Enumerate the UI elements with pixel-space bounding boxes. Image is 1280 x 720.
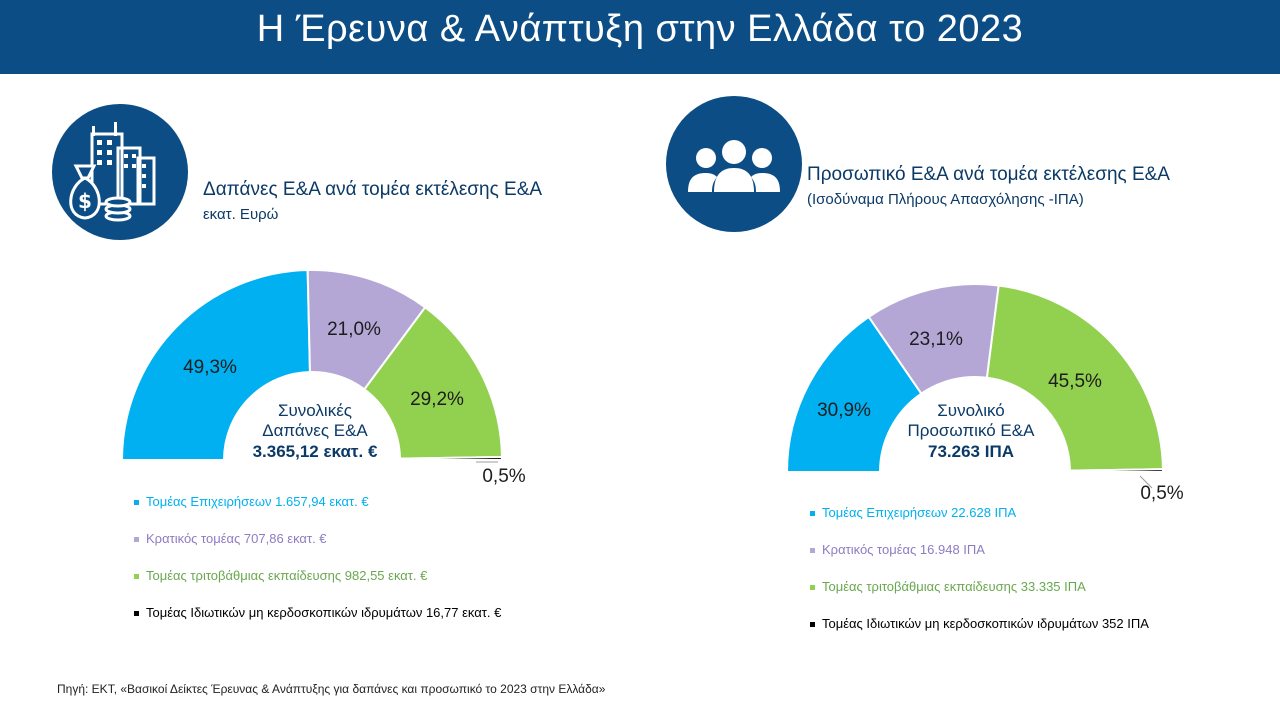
- source-note: Πηγή: ΕΚΤ, «Βασικοί Δείκτες Έρευνας & Αν…: [57, 682, 606, 696]
- legend-marker: [810, 585, 815, 590]
- segment-government-percent-label: 21,0%: [327, 319, 381, 340]
- legend-item-government: Κρατικός τομέας 707,86 εκατ. €: [134, 529, 501, 549]
- legend-item-higher-education: Τομέας τριτοβάθμιας εκπαίδευσης 982,55 ε…: [134, 566, 501, 586]
- chart-title: Δαπάνες Ε&Α ανά τομέα εκτέλεσης Ε&Α: [203, 179, 543, 200]
- header-bar: Η Έρευνα & Ανάπτυξη στην Ελλάδα το 2023: [0, 0, 1280, 74]
- legend-label: Κρατικός τομέας 707,86 εκατ. €: [146, 531, 327, 546]
- segment-business: [120, 269, 312, 461]
- expenditure-legend: Τομέας Επιχειρήσεων 1.657,94 εκατ. € Κρα…: [134, 492, 501, 640]
- expenditure-semi-donut-chart: 49,3% 21,0% 29,2% 0,5% Συνολικές Δαπάνες Ε&…: [120, 269, 526, 487]
- chart-title: Προσωπικό Ε&Α ανά τομέα εκτέλεσης Ε&Α: [807, 164, 1170, 185]
- segment-private-nonprofit: [398, 456, 504, 461]
- center-label-line2: Δαπάνες Ε&Α: [262, 421, 368, 440]
- legend-item-higher-education: Τομέας τριτοβάθμιας εκπαίδευσης 33.335 Ι…: [810, 577, 1149, 597]
- segment-government-percent-label: 23,1%: [909, 329, 963, 350]
- chart-subtitle: (Ισοδύναμα Πλήρους Απασχόλησης -ΙΠΑ): [807, 191, 1084, 208]
- segment-business-percent-label: 30,9%: [817, 400, 871, 421]
- personnel-legend: Τομέας Επιχειρήσεων 22.628 ΙΠΑ Κρατικός …: [810, 503, 1149, 651]
- legend-label: Τομέας τριτοβάθμιας εκπαίδευσης 982,55 ε…: [146, 568, 428, 583]
- money-bag-buildings-icon: $: [52, 104, 188, 240]
- legend-item-government: Κρατικός τομέας 16.948 ΙΠΑ: [810, 540, 1149, 560]
- personnel-semi-donut-chart: 30,9% 23,1% 45,5% 0,5% Συνολικό Προσωπικό Ε…: [785, 283, 1184, 504]
- label-leader-line: [1139, 475, 1153, 489]
- legend-label: Τομέας Ιδιωτικών μη κερδοσκοπικών ιδρυμά…: [146, 605, 502, 620]
- center-label-line2: Προσωπικό Ε&Α: [908, 421, 1036, 440]
- svg-text:$: $: [78, 189, 92, 213]
- legend-item-business: Τομέας Επιχειρήσεων 1.657,94 εκατ. €: [134, 492, 501, 512]
- people-group-icon: [666, 96, 802, 232]
- page-title: Η Έρευνα & Ανάπτυξη στην Ελλάδα το 2023: [256, 8, 1024, 50]
- segment-higher-education: [363, 305, 503, 460]
- legend-marker: [134, 611, 139, 616]
- legend-label: Τομέας Επιχειρήσεων 1.657,94 εκατ. €: [146, 494, 369, 509]
- center-label-line1: Συνολικές: [278, 401, 352, 420]
- segment-private-nonprofit: [1068, 468, 1165, 473]
- center-total-value: 73.263 ΙΠΑ: [928, 442, 1014, 461]
- segment-private-nonprofit-percent-label: 0,5%: [1140, 483, 1183, 504]
- legend-marker: [810, 548, 815, 553]
- expenditure-panel: $ Δαπάνες Ε&Α ανά τομέα εκτέλεσης Ε&Α εκ…: [52, 104, 543, 640]
- segment-higher-education: [985, 284, 1164, 472]
- legend-marker: [810, 622, 815, 627]
- personnel-panel: Προσωπικό Ε&Α ανά τομέα εκτέλεσης Ε&Α (Ι…: [640, 0, 1280, 720]
- legend-marker: [134, 500, 139, 505]
- legend-label: Τομέας Επιχειρήσεων 22.628 ΙΠΑ: [822, 505, 1017, 520]
- segment-business-percent-label: 49,3%: [183, 357, 237, 378]
- legend-marker: [810, 511, 815, 516]
- legend-marker: [134, 537, 139, 542]
- legend-label: Τομέας Ιδιωτικών μη κερδοσκοπικών ιδρυμά…: [822, 616, 1149, 631]
- legend-label: Τομέας τριτοβάθμιας εκπαίδευσης 33.335 Ι…: [822, 579, 1086, 594]
- segment-higher-education-percent-label: 45,5%: [1048, 371, 1102, 392]
- legend-marker: [134, 574, 139, 579]
- legend-item-business: Τομέας Επιχειρήσεων 22.628 ΙΠΑ: [810, 503, 1149, 523]
- center-label-line1: Συνολικό: [937, 401, 1004, 420]
- legend-item-private-nonprofit: Τομέας Ιδιωτικών μη κερδοσκοπικών ιδρυμά…: [810, 614, 1149, 634]
- chart-subtitle: εκατ. Ευρώ: [203, 206, 279, 223]
- segment-private-nonprofit-percent-label: 0,5%: [482, 466, 525, 487]
- segment-higher-education-percent-label: 29,2%: [410, 389, 464, 410]
- legend-item-private-nonprofit: Τομέας Ιδιωτικών μη κερδοσκοπικών ιδρυμά…: [134, 603, 501, 623]
- legend-label: Κρατικός τομέας 16.948 ΙΠΑ: [822, 542, 985, 557]
- center-total-value: 3.365,12 εκατ. €: [253, 442, 378, 461]
